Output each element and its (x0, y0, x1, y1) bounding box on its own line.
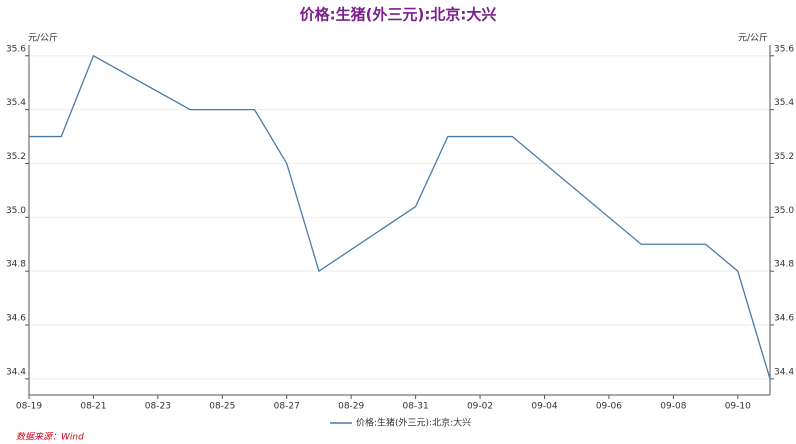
y-tick-label: 35.4 (6, 98, 26, 108)
y-unit: 元/公斤 (28, 33, 58, 44)
y-tick-label: 35.0 (6, 206, 26, 216)
y2-tick-label: 35.0 (774, 206, 794, 216)
y2-tick-label: 35.6 (774, 44, 794, 54)
x-tick-label: 08-25 (209, 402, 235, 412)
y2-tick-label: 34.6 (774, 314, 794, 324)
y2-tick-label: 34.8 (774, 260, 794, 270)
x-tick-label: 09-06 (596, 402, 622, 412)
legend-label: 价格:生猪(外三元):北京:大兴 (356, 417, 471, 429)
chart-title: 价格:生猪(外三元):北京:大兴 (300, 6, 497, 24)
x-tick-label: 08-27 (274, 402, 300, 412)
line-series (29, 54, 771, 380)
x-tick-label: 08-23 (145, 402, 171, 412)
y-tick-label: 35.6 (6, 44, 26, 54)
source: 数据来源：Wind (16, 432, 84, 443)
x-tick-label: 09-02 (467, 402, 493, 412)
x-tick-label: 08-19 (16, 402, 42, 412)
y-tick-label: 34.4 (6, 367, 26, 377)
x-tick-label: 09-08 (660, 402, 686, 412)
x-tick-label: 09-04 (531, 402, 557, 412)
y2-tick-label: 35.4 (774, 98, 794, 108)
y2-tick-label: 35.2 (774, 152, 794, 162)
x-tick-label: 08-21 (80, 402, 106, 412)
y2-unit: 元/公斤 (738, 33, 768, 44)
y-tick-label: 35.2 (6, 152, 26, 162)
y2-tick-label: 34.4 (774, 367, 794, 377)
x-tick-label: 09-10 (725, 402, 751, 412)
y-tick-label: 34.6 (6, 314, 26, 324)
x-tick-label: 08-29 (338, 402, 364, 412)
y-tick-label: 34.8 (6, 260, 26, 270)
x-tick-label: 08-31 (403, 402, 429, 412)
